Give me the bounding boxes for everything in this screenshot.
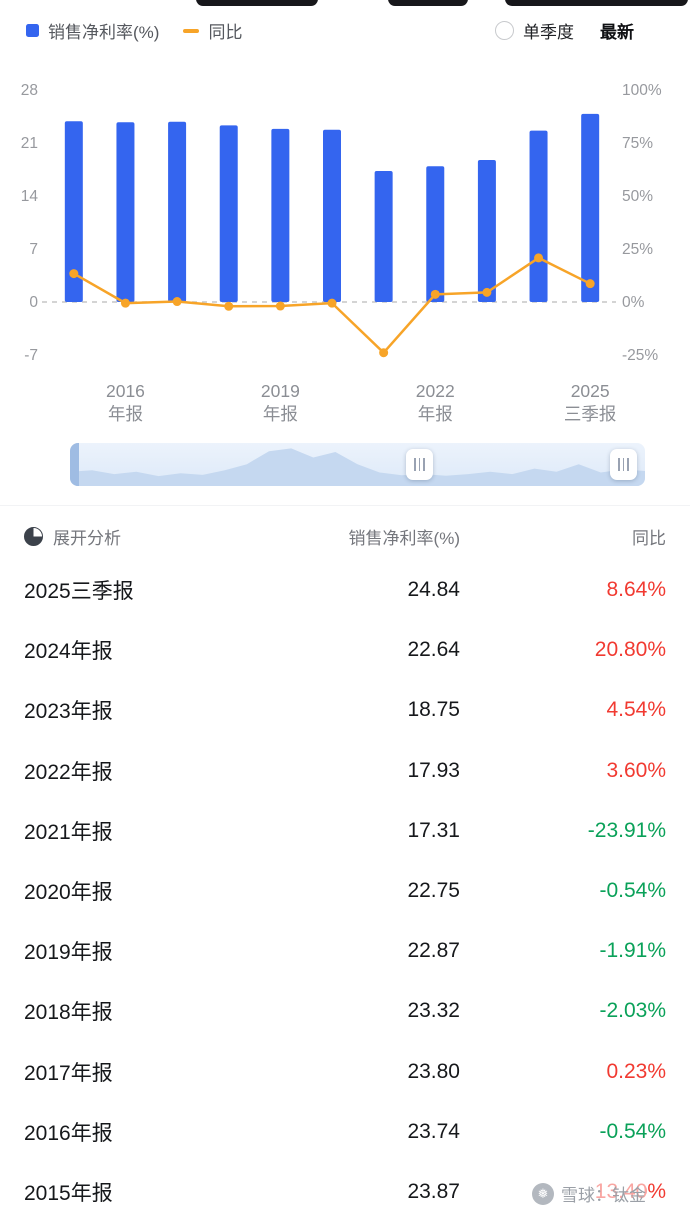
line-series-swatch-icon [183, 28, 200, 33]
table-row[interactable]: 2022年报 17.93 3.60% [24, 741, 666, 801]
xueqiu-logo-icon: ❅ [532, 1182, 554, 1205]
row-yoy: -23.91% [587, 818, 666, 842]
svg-text:0%: 0% [622, 294, 645, 311]
table-row[interactable]: 2016年报 23.74 -0.54% [24, 1102, 666, 1162]
svg-text:75%: 75% [622, 135, 653, 152]
latest-toggle[interactable]: 最新 [600, 23, 634, 42]
row-yoy: -2.03% [599, 999, 666, 1023]
data-table: 展开分析 销售净利率(%) 同比 2025三季报 24.84 8.64% 202… [24, 512, 666, 1222]
svg-text:2022年报: 2022 年报 [416, 381, 455, 424]
row-period: 2018年报 [24, 1001, 113, 1025]
single-quarter-label[interactable]: 单季度 [523, 23, 574, 42]
table-row[interactable]: 2019年报 22.87 -1.91% [24, 921, 666, 981]
svg-text:25%: 25% [622, 241, 653, 258]
svg-text:2025三季报: 2025 三季报 [564, 381, 617, 424]
row-value: 22.75 [407, 879, 460, 903]
single-quarter-radio[interactable] [495, 21, 514, 40]
combo-chart[interactable]: 28 21 14 7 0 -7 100% 75% 50% 25% 0% -25% 2016 年报 2019 年… [0, 75, 690, 430]
table-header: 展开分析 销售净利率(%) 同比 [24, 512, 666, 560]
svg-text:-25%: -25% [622, 347, 658, 364]
row-yoy: 0.23% [606, 1059, 666, 1083]
row-yoy: -0.54% [599, 879, 666, 903]
row-period: 2020年报 [24, 881, 113, 905]
table-body: 2025三季报 24.84 8.64% 2024年报 22.64 20.80% … [24, 560, 666, 1222]
table-row[interactable]: 2020年报 22.75 -0.54% [24, 861, 666, 921]
row-value: 23.32 [407, 999, 460, 1023]
row-period: 2024年报 [24, 640, 113, 664]
datazoom-track[interactable] [70, 443, 645, 486]
svg-text:0: 0 [29, 294, 38, 311]
yoy-column-header: 同比 [632, 528, 666, 548]
datazoom-left-shade [70, 443, 79, 486]
table-row[interactable]: 2025三季报 24.84 8.64% [24, 560, 666, 620]
row-value: 23.80 [407, 1059, 460, 1083]
row-yoy: 3.60% [606, 758, 666, 782]
value-column-header: 销售净利率(%) [348, 528, 460, 548]
svg-text:-7: -7 [24, 347, 38, 364]
row-value: 24.84 [407, 578, 460, 602]
expand-analysis-label: 展开分析 [53, 528, 121, 548]
row-value: 17.93 [407, 758, 460, 782]
chart-legend: 销售净利率(%) 同比 单季度 最新 [26, 18, 664, 43]
watermark: ❅ 雪球：钛金 [532, 1181, 646, 1206]
svg-text:2019年报: 2019 年报 [261, 381, 300, 424]
svg-text:50%: 50% [622, 188, 653, 205]
expand-analysis-button[interactable]: 展开分析 [24, 524, 290, 549]
row-period: 2021年报 [24, 820, 113, 844]
svg-text:100%: 100% [622, 82, 662, 99]
row-value: 22.64 [407, 638, 460, 662]
watermark-text: 雪球：钛金 [561, 1181, 646, 1206]
table-row[interactable]: 2024年报 22.64 20.80% [24, 620, 666, 680]
table-row[interactable]: 2017年报 23.80 0.23% [24, 1042, 666, 1102]
pie-analysis-icon [24, 526, 43, 546]
section-divider [0, 505, 690, 506]
row-period: 2022年报 [24, 760, 113, 784]
bar-series-swatch-icon [26, 24, 39, 37]
tab-chip[interactable] [388, 0, 468, 6]
row-period: 2015年报 [24, 1181, 113, 1205]
row-period: 2017年报 [24, 1061, 113, 1085]
tab-chip[interactable] [196, 0, 318, 6]
svg-text:14: 14 [21, 188, 39, 205]
row-value: 17.31 [407, 818, 460, 842]
row-yoy: -1.91% [599, 939, 666, 963]
row-value: 22.87 [407, 939, 460, 963]
row-yoy: 8.64% [606, 578, 666, 602]
table-row[interactable]: 2021年报 17.31 -23.91% [24, 801, 666, 861]
bar-series-label[interactable]: 销售净利率(%) [48, 23, 160, 42]
svg-text:21: 21 [21, 135, 38, 152]
svg-text:2016年报: 2016 年报 [106, 381, 145, 424]
row-period: 2023年报 [24, 700, 113, 724]
datazoom-left-handle[interactable] [406, 449, 433, 480]
datazoom-right-handle[interactable] [610, 449, 637, 480]
row-value: 18.75 [407, 698, 460, 722]
svg-text:7: 7 [29, 241, 38, 258]
row-period: 2016年报 [24, 1121, 113, 1145]
period-mode-controls: 单季度 最新 [495, 18, 664, 43]
row-yoy: 4.54% [606, 698, 666, 722]
row-value: 23.87 [407, 1179, 460, 1203]
svg-text:28: 28 [21, 82, 38, 99]
datazoom-silhouette [70, 448, 645, 486]
row-yoy: -0.54% [599, 1119, 666, 1143]
row-period: 2019年报 [24, 941, 113, 965]
row-yoy: 20.80% [594, 638, 666, 662]
table-row[interactable]: 2018年报 23.32 -2.03% [24, 981, 666, 1041]
tab-chip[interactable] [505, 0, 688, 6]
row-value: 23.74 [407, 1119, 460, 1143]
table-row[interactable]: 2023年报 18.75 4.54% [24, 680, 666, 740]
row-period: 2025三季报 [24, 580, 134, 604]
line-series-label[interactable]: 同比 [208, 23, 243, 42]
